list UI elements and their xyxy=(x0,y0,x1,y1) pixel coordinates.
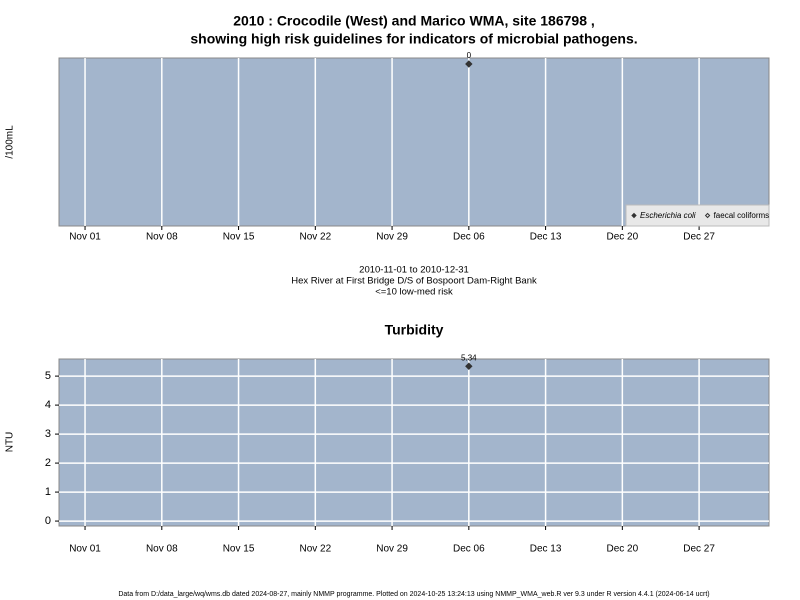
caption: 2010-11-01 to 2010-12-31 xyxy=(359,265,469,276)
x-tick-label: Nov 15 xyxy=(223,544,255,555)
x-tick-label: Dec 20 xyxy=(606,544,638,555)
data-point xyxy=(465,60,473,68)
chart-title: Turbidity xyxy=(385,322,444,338)
y-tick-label: 2 xyxy=(45,457,51,469)
y-axis-label: NTU xyxy=(5,432,16,453)
x-tick-label: Nov 29 xyxy=(376,232,408,243)
x-tick-label: Dec 27 xyxy=(683,544,715,555)
y-axis-label: /100mL xyxy=(5,125,16,159)
x-tick-label: Nov 22 xyxy=(299,544,331,555)
x-tick-label: Nov 08 xyxy=(146,232,178,243)
caption: Hex River at First Bridge D/S of Bospoor… xyxy=(291,276,537,287)
chart-title: 2010 : Crocodile (West) and Marico WMA, … xyxy=(233,13,595,29)
caption: <=10 low-med risk xyxy=(375,287,453,298)
x-tick-label: Dec 06 xyxy=(453,232,485,243)
x-tick-label: Dec 06 xyxy=(453,544,485,555)
plot-area xyxy=(58,358,770,527)
legend-label: Escherichia coli xyxy=(640,211,696,220)
y-tick-label: 1 xyxy=(45,486,51,498)
x-tick-label: Dec 13 xyxy=(530,544,562,555)
x-tick-label: Nov 08 xyxy=(146,544,178,555)
x-tick-label: Nov 15 xyxy=(223,232,255,243)
chart-title: showing high risk guidelines for indicat… xyxy=(190,31,637,47)
data-point xyxy=(465,362,473,370)
x-tick-label: Nov 29 xyxy=(376,544,408,555)
x-tick-label: Nov 01 xyxy=(69,544,101,555)
x-tick-label: Dec 13 xyxy=(530,232,562,243)
x-tick-label: Nov 22 xyxy=(299,232,331,243)
legend-label: faecal coliforms xyxy=(714,211,770,220)
footer: Data from D:/data_large/wq/wms.db dated … xyxy=(118,591,709,598)
plot-area xyxy=(58,57,770,227)
x-tick-label: Dec 27 xyxy=(683,232,715,243)
data-label: 5.34 xyxy=(461,353,477,362)
legend-box xyxy=(625,204,770,227)
data-label: 0 xyxy=(467,51,472,60)
legend-marker xyxy=(631,212,637,219)
y-tick-label: 5 xyxy=(45,370,51,382)
x-tick-label: Dec 20 xyxy=(606,232,638,243)
x-tick-label: Nov 01 xyxy=(69,232,101,243)
y-tick-label: 3 xyxy=(45,428,51,440)
y-tick-label: 4 xyxy=(45,399,51,411)
legend-marker xyxy=(704,212,711,219)
y-tick-label: 0 xyxy=(45,515,51,527)
